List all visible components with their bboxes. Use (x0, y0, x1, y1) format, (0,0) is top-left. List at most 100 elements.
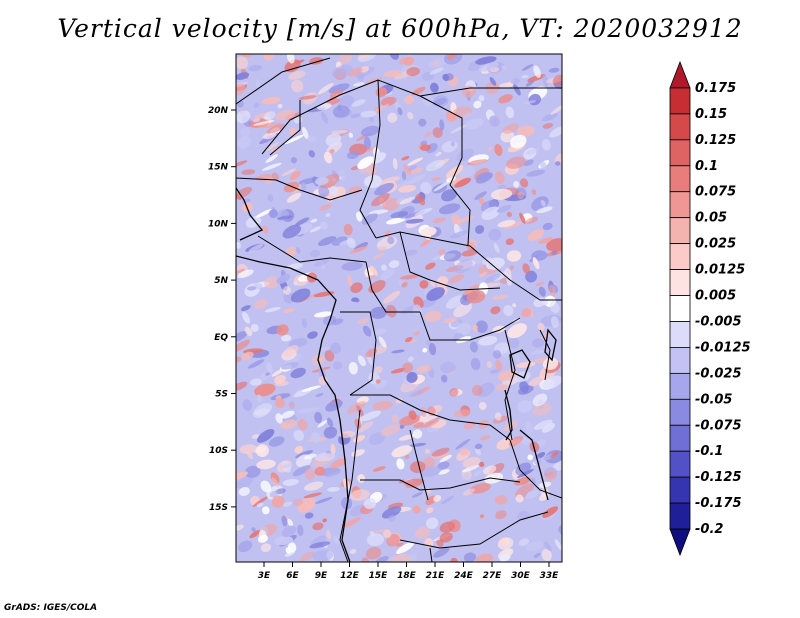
velocity-patch (507, 323, 527, 339)
colorbar-label: -0.125 (695, 470, 742, 485)
velocity-patch (513, 84, 521, 96)
velocity-patch (289, 171, 301, 180)
velocity-patch (259, 122, 281, 129)
velocity-patch (538, 237, 554, 244)
velocity-patch (391, 414, 399, 423)
velocity-patch (260, 543, 272, 553)
lon-tick-label: 6E (286, 571, 299, 581)
velocity-patch (374, 379, 388, 389)
colorbar-label: -0.025 (695, 366, 742, 381)
velocity-patch (476, 172, 493, 182)
velocity-patch (346, 274, 353, 287)
colorbar-swatch (669, 87, 691, 115)
velocity-patch (297, 419, 308, 431)
velocity-patch (550, 315, 559, 328)
velocity-patch (348, 67, 363, 77)
velocity-patch (531, 338, 544, 348)
velocity-patch (323, 151, 333, 164)
velocity-patch (254, 408, 270, 416)
velocity-patch (288, 127, 297, 136)
velocity-patch (456, 322, 472, 336)
velocity-patch (363, 136, 371, 150)
velocity-patch (439, 119, 445, 131)
velocity-patch (242, 311, 251, 324)
lat-tick-label: 5N (214, 276, 228, 286)
colorbar-label: -0.075 (695, 418, 742, 433)
velocity-patch (541, 548, 552, 562)
velocity-patch (383, 290, 401, 304)
velocity-patch (523, 100, 537, 105)
colorbar-swatch (669, 295, 691, 322)
velocity-patch (354, 418, 362, 429)
velocity-patch (433, 495, 442, 502)
velocity-patch (454, 259, 473, 274)
velocity-patch (381, 493, 388, 499)
velocity-patch (461, 249, 478, 257)
colorbar-label: 0.05 (695, 211, 727, 226)
velocity-patch (395, 542, 404, 547)
velocity-patch (244, 326, 253, 337)
velocity-patch (542, 74, 549, 87)
velocity-patch (390, 368, 406, 374)
velocity-patch (331, 129, 349, 135)
velocity-patch (277, 215, 293, 220)
velocity-patch (331, 64, 353, 78)
velocity-patch (237, 136, 251, 149)
velocity-patch (422, 347, 428, 353)
colorbar-label: 0.15 (695, 107, 727, 122)
velocity-patch (372, 252, 385, 260)
lon-tick-label: 27E (483, 571, 503, 581)
velocity-patch (364, 77, 383, 85)
velocity-patch (290, 288, 311, 303)
velocity-patch (445, 295, 465, 309)
velocity-patch (403, 164, 412, 175)
velocity-patch (276, 274, 291, 284)
velocity-patch (411, 86, 426, 96)
grads-credit: GrADS: IGES/COLA (4, 603, 98, 613)
velocity-patch (533, 65, 541, 78)
velocity-patch (432, 255, 441, 261)
velocity-patch (525, 147, 540, 156)
velocity-patch (510, 78, 521, 85)
velocity-patch (532, 257, 540, 270)
velocity-patch (303, 453, 317, 460)
colorbar-label: -0.1 (695, 444, 723, 459)
velocity-patch (521, 64, 534, 71)
velocity-patch (389, 54, 400, 60)
velocity-patch (404, 95, 415, 105)
velocity-patch (346, 150, 359, 160)
velocity-patch (518, 538, 530, 547)
latitude-axis: 20N 15N 10N 5N EQ 5S 10S 15S (208, 106, 236, 513)
velocity-patch (274, 535, 294, 546)
velocity-patch (398, 434, 415, 441)
velocity-patch (439, 532, 453, 543)
velocity-patch (264, 306, 281, 313)
velocity-patch (397, 107, 403, 116)
velocity-patch (236, 72, 250, 80)
velocity-patch (425, 262, 436, 270)
colorbar-label: 0.025 (695, 237, 736, 252)
velocity-patch (456, 148, 474, 162)
velocity-patch (275, 398, 285, 409)
velocity-patch (449, 388, 459, 397)
velocity-patch (489, 115, 500, 127)
colorbar-label: 0.1 (695, 159, 718, 174)
velocity-patch (463, 552, 477, 562)
country-borders (236, 57, 562, 562)
velocity-patch (390, 211, 409, 219)
velocity-field (236, 54, 562, 562)
velocity-patch (404, 454, 410, 459)
colorbar-swatch (669, 243, 691, 270)
velocity-patch (319, 203, 332, 211)
velocity-patch (304, 467, 315, 481)
velocity-patch (471, 384, 483, 396)
velocity-patch (454, 177, 472, 188)
velocity-patch (341, 497, 353, 510)
velocity-patch (517, 125, 535, 137)
lon-tick-label: 24E (454, 571, 474, 581)
velocity-patch (271, 495, 285, 508)
velocity-patch (388, 260, 400, 268)
velocity-patch (481, 206, 501, 220)
velocity-patch (462, 112, 472, 119)
velocity-patch (542, 375, 562, 390)
